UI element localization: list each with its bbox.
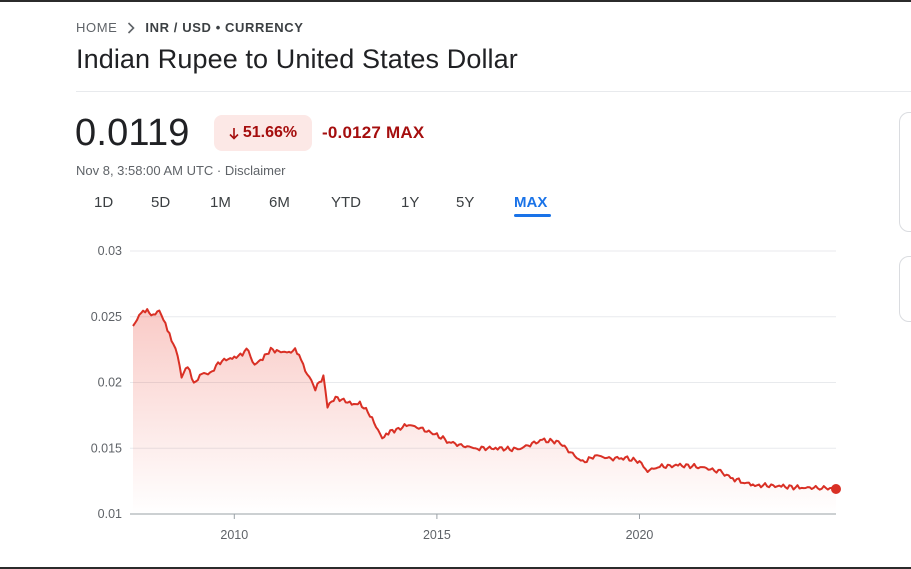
tab-ytd[interactable]: YTD xyxy=(331,194,361,211)
price-chart[interactable]: 0.01 0.015 0.02 0.025 0.03 2010 2015 2020 xyxy=(0,236,911,556)
tab-1m[interactable]: 1M xyxy=(210,194,231,211)
window-top-border xyxy=(0,0,911,2)
time-range-tabs: 1D 5D 1M 6M YTD 1Y 5Y MAX xyxy=(0,194,600,222)
header-divider xyxy=(76,91,911,92)
tab-max-label: MAX xyxy=(514,194,548,211)
y-tick-label: 0.01 xyxy=(98,507,122,521)
tab-6m[interactable]: 6M xyxy=(269,194,290,211)
price-line[interactable] xyxy=(132,308,837,491)
price-area-fill xyxy=(133,309,836,514)
arrow-down-icon xyxy=(229,127,239,140)
x-tick-label: 2020 xyxy=(626,528,654,542)
x-tick-label: 2010 xyxy=(220,528,248,542)
tab-5y[interactable]: 5Y xyxy=(456,194,475,211)
y-tick-label: 0.015 xyxy=(91,441,122,455)
tab-1y[interactable]: 1Y xyxy=(401,194,420,211)
side-panel-edge xyxy=(899,112,911,232)
current-price: 0.0119 xyxy=(75,112,190,154)
x-axis-labels: 2010 2015 2020 xyxy=(220,514,653,542)
breadcrumb-current: INR / USD • CURRENCY xyxy=(145,20,304,35)
change-percent-value: 51.66% xyxy=(242,124,298,141)
y-tick-label: 0.02 xyxy=(98,376,122,390)
breadcrumb: HOME INR / USD • CURRENCY xyxy=(76,20,304,35)
breadcrumb-home-link[interactable]: HOME xyxy=(76,20,118,35)
current-price-marker xyxy=(831,484,841,495)
timestamp-disclaimer[interactable]: Nov 8, 3:58:00 AM UTC · Disclaimer xyxy=(76,163,286,178)
change-percent-badge: 51.66% xyxy=(214,115,312,151)
y-axis-labels: 0.01 0.015 0.02 0.025 0.03 xyxy=(91,244,122,521)
page-title: Indian Rupee to United States Dollar xyxy=(76,44,518,74)
x-tick-label: 2015 xyxy=(423,528,451,542)
tab-active-indicator xyxy=(514,214,551,217)
change-absolute: -0.0127 MAX xyxy=(322,123,425,142)
y-tick-label: 0.025 xyxy=(91,310,122,324)
tab-1d[interactable]: 1D xyxy=(94,194,114,211)
y-tick-label: 0.03 xyxy=(98,244,122,258)
tab-5d[interactable]: 5D xyxy=(151,194,171,211)
side-panel-edge xyxy=(899,256,911,322)
window-bottom-border xyxy=(0,567,911,569)
chevron-right-icon xyxy=(127,21,136,34)
tab-max[interactable]: MAX xyxy=(514,194,551,217)
